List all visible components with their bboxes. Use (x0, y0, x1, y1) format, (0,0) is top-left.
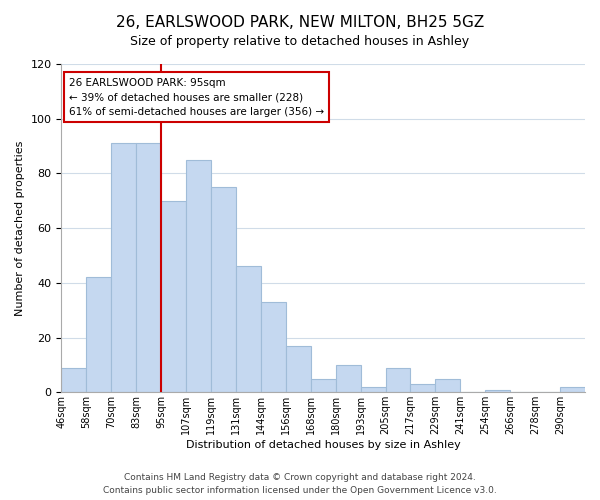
Bar (261, 302, 286, 392)
Bar (86, 278, 111, 392)
Bar (61, 368, 86, 392)
Bar (410, 384, 436, 392)
Bar (161, 201, 186, 392)
Bar (136, 144, 161, 392)
Y-axis label: Number of detached properties: Number of detached properties (15, 140, 25, 316)
X-axis label: Distribution of detached houses by size in Ashley: Distribution of detached houses by size … (186, 440, 461, 450)
Bar (436, 378, 460, 392)
Bar (311, 378, 335, 392)
Bar (236, 266, 261, 392)
Bar (560, 387, 585, 392)
Text: Size of property relative to detached houses in Ashley: Size of property relative to detached ho… (130, 35, 470, 48)
Bar (286, 346, 311, 393)
Text: Contains HM Land Registry data © Crown copyright and database right 2024.
Contai: Contains HM Land Registry data © Crown c… (103, 474, 497, 495)
Text: 26, EARLSWOOD PARK, NEW MILTON, BH25 5GZ: 26, EARLSWOOD PARK, NEW MILTON, BH25 5GZ (116, 15, 484, 30)
Bar (186, 160, 211, 392)
Bar (211, 187, 236, 392)
Bar (485, 390, 510, 392)
Bar (386, 368, 410, 392)
Text: 26 EARLSWOOD PARK: 95sqm
← 39% of detached houses are smaller (228)
61% of semi-: 26 EARLSWOOD PARK: 95sqm ← 39% of detach… (69, 78, 324, 118)
Bar (335, 365, 361, 392)
Bar (111, 144, 136, 392)
Bar (361, 387, 386, 392)
